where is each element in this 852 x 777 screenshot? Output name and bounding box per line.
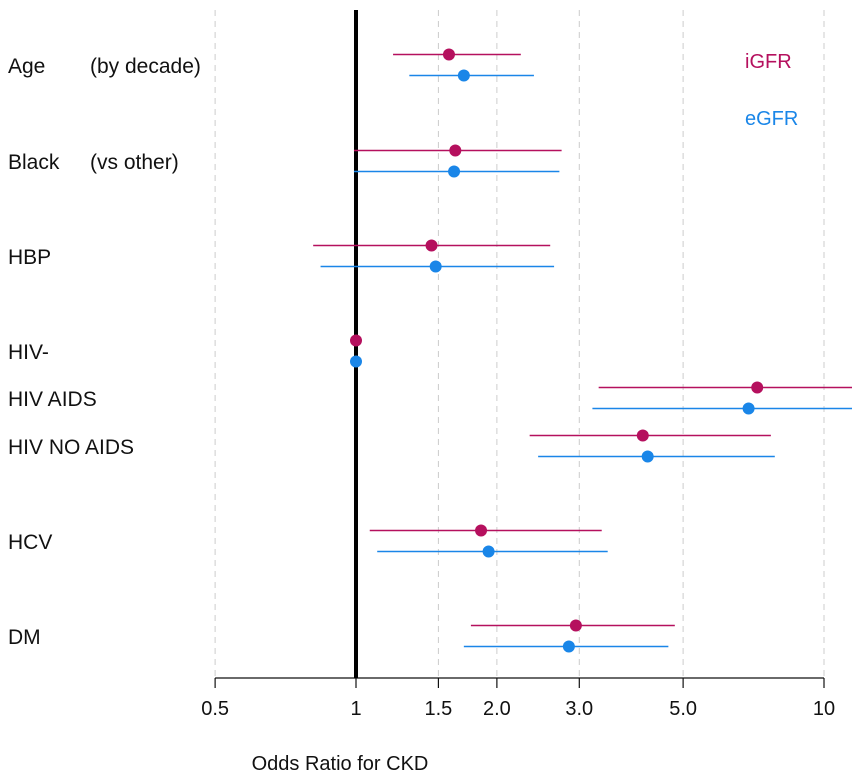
row-labels: Age (by decade) Black (vs other) HBP HIV- HIV … xyxy=(8,55,201,649)
row-label: Age xyxy=(8,55,45,78)
row-sublabel: (vs other) xyxy=(90,151,179,174)
point-igfr xyxy=(636,429,649,442)
row-label: HIV AIDS xyxy=(8,388,97,411)
point-igfr xyxy=(449,144,462,157)
point-egfr xyxy=(350,355,362,368)
legend-entry-igfr: iGFR xyxy=(745,51,792,73)
point-igfr xyxy=(425,239,438,252)
point-igfr xyxy=(569,619,582,632)
point-egfr xyxy=(641,450,654,463)
point-egfr xyxy=(448,165,461,178)
legend-entry-egfr: eGFR xyxy=(745,108,798,130)
x-tick-label: 1.5 xyxy=(425,698,453,720)
point-igfr xyxy=(475,524,488,537)
x-tick-label: 3.0 xyxy=(565,698,593,720)
x-tick-label: 0.5 xyxy=(201,698,229,720)
estimate-marks xyxy=(313,48,852,653)
point-igfr xyxy=(350,334,362,347)
point-egfr xyxy=(562,640,575,653)
point-egfr xyxy=(457,69,470,82)
row-label: Black xyxy=(8,151,60,174)
x-tick-label: 10 xyxy=(813,698,835,720)
point-egfr xyxy=(742,402,755,415)
row-label: HCV xyxy=(8,531,52,554)
x-axis: 0.5 1 1.5 2.0 3.0 5.0 10 xyxy=(201,677,835,720)
row-label: HIV- xyxy=(8,341,49,364)
x-tick-label: 2.0 xyxy=(483,698,511,720)
row-sublabel: (by decade) xyxy=(90,55,201,78)
grid-lines xyxy=(214,10,825,678)
row-label: HIV NO AIDS xyxy=(8,436,134,459)
x-axis-title: Odds Ratio for CKD xyxy=(252,753,429,775)
row-label: HBP xyxy=(8,246,51,269)
legend: iGFR eGFR xyxy=(745,51,798,130)
x-tick-label: 1 xyxy=(350,698,361,720)
row-label: DM xyxy=(8,626,41,649)
x-tick-label: 5.0 xyxy=(669,698,697,720)
point-igfr xyxy=(751,381,764,394)
point-igfr xyxy=(442,48,455,61)
point-egfr xyxy=(482,545,495,558)
point-egfr xyxy=(429,260,442,273)
